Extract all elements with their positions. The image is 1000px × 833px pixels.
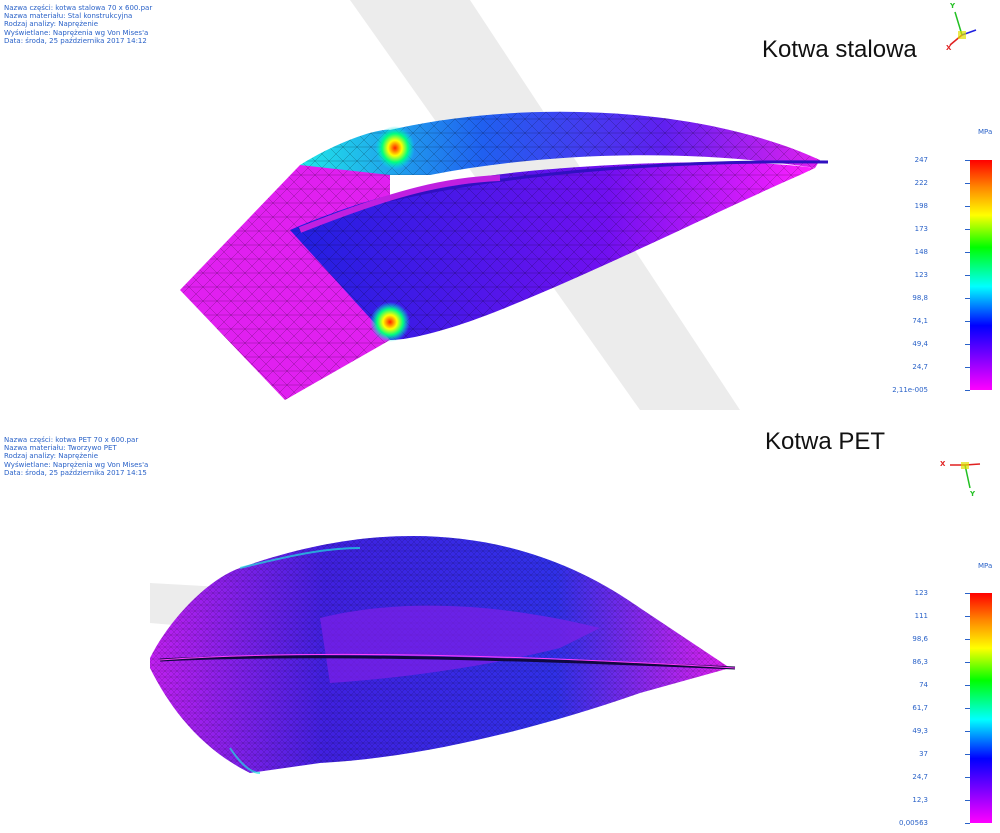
legend-tick-mark [965, 160, 970, 161]
legend-tick-label: 49,4 [912, 340, 928, 348]
legend-tick-mark [965, 183, 970, 184]
legend-tick-mark [965, 206, 970, 207]
analysis-date: Data: środa, 25 października 2017 14:15 [4, 468, 147, 477]
legend-tick-label: 24,7 [912, 363, 928, 371]
stress-hotspot [375, 126, 415, 170]
legend-tick-mark [965, 731, 970, 732]
legend-tick-label: 86,3 [912, 658, 928, 666]
color-scale-bar [970, 593, 992, 823]
material-name: Nazwa materiału: Stal konstrukcyjna [4, 12, 133, 21]
legend-unit: MPa [978, 562, 993, 570]
legend-tick-label: 98,8 [912, 294, 928, 302]
legend-tick-label: 198 [914, 202, 928, 210]
legend-tick-label: 123 [914, 271, 928, 279]
displayed-result: Wyświetlane: Naprężenia wg Von Mises'a [4, 28, 149, 37]
steel-anchor-viewport[interactable] [0, 0, 1000, 410]
legend-tick-mark [965, 390, 970, 391]
legend-tick-label: 173 [914, 225, 928, 233]
legend-tick-mark [965, 367, 970, 368]
legend-tick-label: 12,3 [912, 796, 928, 804]
legend-tick-label: 74 [919, 681, 928, 689]
color-scale-bar [970, 160, 992, 390]
analysis-info-block: Nazwa części: kotwa stalowa 70 x 600.par… [4, 4, 152, 45]
legend-tick-label: 148 [914, 248, 928, 256]
legend-tick-mark [965, 321, 970, 322]
legend-tick-label: 247 [914, 156, 928, 164]
x-axis-label: X [940, 460, 946, 468]
legend-tick-mark [965, 275, 970, 276]
analysis-type: Rodzaj analizy: Naprężenie [4, 452, 99, 461]
legend-tick-mark [965, 662, 970, 663]
analysis-type: Rodzaj analizy: Naprężenie [4, 20, 99, 29]
pet-anchor-view: Nazwa części: kotwa PET 70 x 600.par Naz… [0, 428, 1000, 833]
legend-unit: MPa [978, 128, 993, 136]
legend-tick-mark [965, 593, 970, 594]
legend-tick-mark [965, 344, 970, 345]
anchor-rib [389, 160, 829, 202]
legend-tick-label: 74,1 [912, 317, 928, 325]
legend-tick-label: 24,7 [912, 773, 928, 781]
legend-tick-mark [965, 616, 970, 617]
legend-tick-label: 61,7 [912, 704, 928, 712]
stress-hotspot [370, 302, 410, 342]
legend-tick-label: 2,11e-005 [892, 386, 928, 394]
view-title: Kotwa PET [765, 428, 886, 455]
y-axis-label: Y [950, 2, 956, 10]
legend-tick-label: 222 [914, 179, 928, 187]
pet-anchor-rib [159, 655, 736, 670]
part-name: Nazwa części: kotwa stalowa 70 x 600.par [4, 4, 153, 12]
legend-tick-mark [965, 229, 970, 230]
legend-tick-mark [965, 800, 970, 801]
legend-tick-mark [965, 754, 970, 755]
legend-tick-label: 37 [919, 750, 928, 758]
material-name: Nazwa materiału: Tworzywo PET [4, 444, 117, 453]
part-name: Nazwa części: kotwa PET 70 x 600.par [4, 436, 139, 444]
legend-tick-label: 111 [914, 612, 928, 620]
legend-tick-mark [965, 823, 970, 824]
legend-tick-label: 49,3 [912, 727, 928, 735]
legend-tick-label: 0,00563 [899, 819, 928, 827]
legend-tick-label: 98,6 [912, 635, 928, 643]
legend-tick-mark [965, 252, 970, 253]
legend-tick-mark [965, 298, 970, 299]
analysis-info-block: Nazwa części: kotwa PET 70 x 600.par Naz… [4, 436, 148, 477]
legend-tick-mark [965, 708, 970, 709]
legend-tick-label: 123 [914, 589, 928, 597]
analysis-date: Data: środa, 25 października 2017 14:12 [4, 36, 147, 45]
legend-tick-mark [965, 639, 970, 640]
pet-anchor-pocket [320, 605, 600, 683]
y-axis-label: Y [970, 490, 976, 498]
view-title: Kotwa stalowa [762, 36, 917, 63]
x-axis-label: X [946, 44, 952, 52]
legend-tick-mark [965, 685, 970, 686]
legend-tick-mark [965, 777, 970, 778]
pet-anchor-viewport[interactable] [0, 428, 1000, 833]
steel-anchor-view: Nazwa części: kotwa stalowa 70 x 600.par… [0, 0, 1000, 410]
displayed-result: Wyświetlane: Naprężenia wg Von Mises'a [4, 460, 149, 469]
